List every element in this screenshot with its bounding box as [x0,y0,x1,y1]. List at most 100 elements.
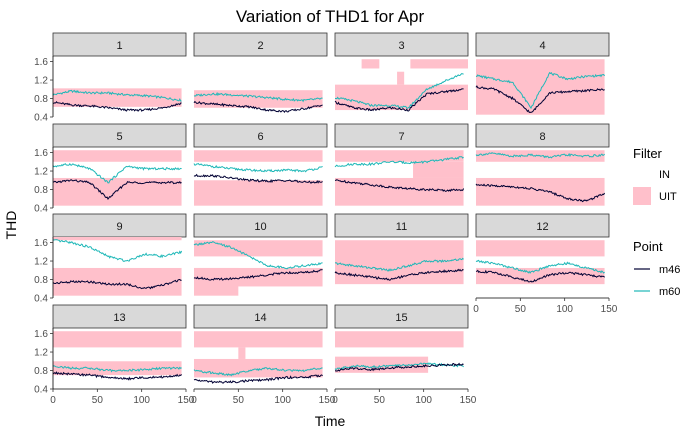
facet-panel: 5 0.4 0.8 1.2 1.6 [34,123,187,215]
facet-strip [193,123,328,148]
legend-label-filter: IN [659,169,670,181]
x-tick-label: 150 [319,395,336,406]
facet-strip-label: 15 [395,312,407,324]
y-tick-label: 0.8 [34,185,48,196]
facet-strip-label: 2 [257,40,263,52]
facet-strip [193,304,328,329]
legend-key-filter [633,165,651,183]
uit-region [194,267,239,296]
series-m60-line [334,156,464,168]
series-m60-line [335,73,464,109]
y-tick-label: 0.4 [34,385,48,396]
facet-strip-label: 1 [116,40,122,52]
facet-strip-label: 7 [398,131,404,143]
series-m46-line [52,179,182,200]
uit-region [194,358,323,378]
uit-region [194,150,323,162]
uit-region [335,84,468,111]
x-tick-label: 50 [374,395,386,406]
uit-region [238,347,246,359]
x-tick-label: 50 [233,395,245,406]
facet-panel: 9 0.4 0.8 1.2 1.6 [34,213,187,305]
y-tick-label: 1.2 [34,348,48,359]
y-axis-label: THD [3,211,19,240]
y-tick-label: 0.4 [34,294,48,305]
facet-panel: 7 [334,123,469,206]
facet-strip [334,304,469,329]
uit-region [335,331,464,348]
series-m60-line [475,71,606,110]
uit-region [476,240,605,257]
legend-label-point: m46 [659,264,680,276]
facet-strip [334,123,469,148]
facet-panel: 14 0 50 100 150 [191,304,336,406]
legend-title-filter: Filter [633,146,663,161]
uit-region [194,331,323,348]
facet-strip-label: 4 [539,40,545,52]
uit-region [476,59,605,115]
series-m46-line [53,100,182,112]
series-m46-line [193,269,323,281]
series-m46-line [193,100,323,113]
facet-strip-label: 13 [113,312,125,324]
series-m46-line [193,374,323,384]
series-m46-line [334,268,464,281]
series-m46-line [475,269,605,283]
facet-panel: 12 0 50 100 150 [473,213,618,315]
facet-strip-label: 3 [398,40,404,52]
series-m60-line [193,367,323,377]
legend-label-point: m60 [659,286,680,298]
series-m60-line [52,89,182,102]
facet-panel: 11 [334,213,469,285]
uit-region [194,240,323,257]
facet-strip [52,304,187,329]
x-tick-label: 0 [50,395,56,406]
series-m46-line [193,173,323,184]
uit-region [335,150,464,162]
x-tick-label: 50 [515,304,527,315]
x-tick-label: 150 [601,304,618,315]
x-tick-label: 100 [415,395,432,406]
x-tick-label: 0 [191,395,197,406]
y-tick-label: 0.8 [34,275,48,286]
uit-region [53,237,182,241]
series-m60-line [52,162,182,184]
facet-panel: 6 [193,123,328,206]
facet-strip-label: 5 [116,131,122,143]
facet-panels: 10.40.81.21.62 3 450.40.81.21.66 7 890.40.81… [34,32,618,406]
facet-panel: 4 [475,32,610,115]
facet-panel: 2 [193,32,328,113]
facet-strip [475,213,610,238]
series-m60-line [475,259,605,274]
series-m46-line [475,183,606,203]
series-m46-line [52,371,182,381]
y-tick-label: 1.6 [34,57,48,68]
x-tick-label: 150 [178,395,195,406]
facet-strip-label: 6 [257,131,263,143]
x-tick-label: 100 [556,304,573,315]
series-m60-line [475,152,605,159]
facet-strip [334,32,469,57]
uit-region [413,161,464,178]
facet-strip [334,213,469,238]
y-tick-label: 1.2 [34,76,48,87]
y-tick-label: 1.6 [34,329,48,340]
facet-strip-label: 14 [254,312,266,324]
facet-strip [193,32,328,57]
facet-strip-label: 10 [254,221,266,233]
uit-region [476,267,605,285]
series-m60-line [193,91,323,103]
series-m60-line [334,362,464,371]
uit-region [53,361,182,376]
facet-panel: 1 0.4 0.8 1.2 1.6 [34,32,187,124]
uit-region [476,177,605,206]
uit-region [410,59,468,69]
facet-strip-label: 8 [539,131,545,143]
series-m46-line [334,362,464,372]
series-m46-line [334,179,465,192]
series-m60-line [334,257,464,272]
legend: Filter IN UIT Point m46 m60 [633,146,680,298]
facet-strip [52,32,187,57]
facet-panel: 13 0.4 0.8 1.2 1.6 0 50 100 150 [34,304,195,406]
